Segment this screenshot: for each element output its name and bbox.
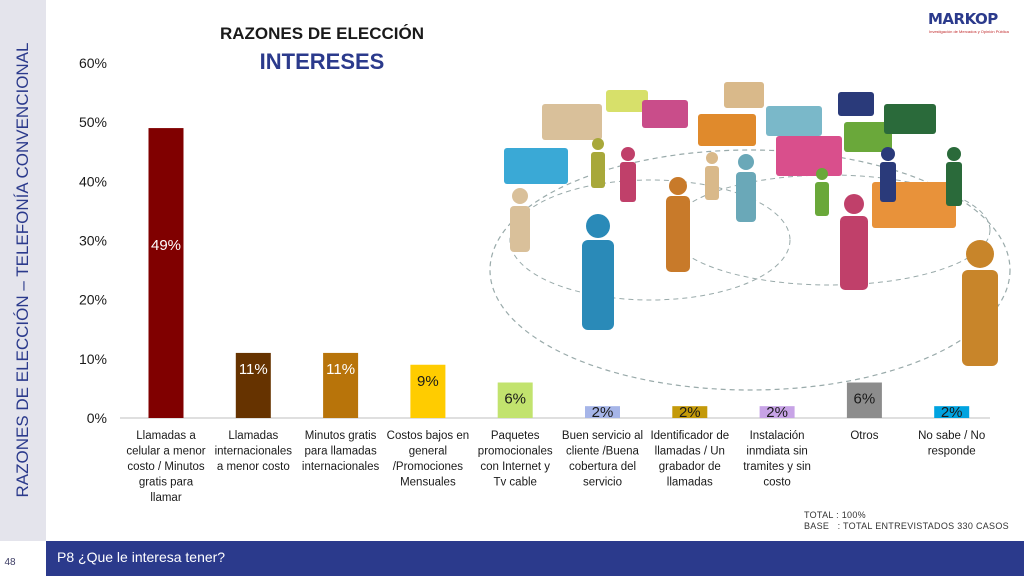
bars [148, 128, 970, 419]
bar [846, 382, 882, 418]
bar [497, 382, 533, 418]
y-tick-label: 40% [79, 173, 107, 189]
y-tick-label: 10% [79, 351, 107, 367]
bottom-bar [0, 541, 1024, 576]
data-label: 2% [679, 404, 701, 421]
bar [410, 364, 446, 418]
category-label: Paquetes promocionales con Internet y Tv ca… [478, 430, 553, 489]
y-tick-label: 20% [79, 292, 107, 308]
y-tick-label: 60% [79, 55, 107, 71]
category-label: Llamadas internacionales a menor costo [215, 430, 293, 473]
company-logo: MARKOP Investigación de Mercados y Opini… [928, 10, 1016, 40]
footnote-total: TOTAL : 100% [804, 510, 866, 520]
bar [235, 352, 271, 418]
bar [323, 352, 359, 418]
data-labels: 49% 11% 11% 9% 6% 2% 2% 2% 6% 2% [151, 237, 963, 421]
data-label: 2% [941, 404, 963, 421]
category-label: Llamadas a celular a menor costo / Minutos… [126, 430, 205, 504]
category-label: Otros [850, 430, 878, 442]
speech-bubbles [504, 82, 956, 228]
data-label: 9% [417, 373, 439, 390]
chart-subtitle: INTERESES [259, 49, 385, 74]
category-label: Minutos gratis para llamadas internacional… [302, 430, 380, 473]
bar [585, 406, 620, 418]
data-label: 11% [239, 361, 268, 378]
bar [759, 406, 795, 418]
bar [672, 406, 708, 418]
y-tick-label: 0% [87, 410, 107, 426]
page-number-box [0, 541, 46, 576]
category-label: No sabe / No responde [918, 430, 985, 458]
category-label: Costos bajos en general/Promociones Mensua… [387, 430, 469, 489]
side-panel [0, 0, 46, 541]
data-label: 6% [504, 391, 526, 408]
page-number: 48 [4, 557, 16, 568]
people-network-illustration [489, 82, 1011, 391]
footnote-base: BASE : TOTAL ENTREVISTADOS 330 CASOS [804, 521, 1009, 531]
data-label: 2% [766, 404, 788, 421]
y-axis: 0% 10% 20% 30% 40% 50% 60% [79, 55, 107, 426]
bar [148, 128, 184, 419]
data-label: 49% [151, 237, 181, 254]
y-tick-label: 50% [79, 114, 107, 130]
people-figures [510, 138, 998, 366]
category-label: Instalación inmdiata sin tramites y sin cos… [743, 430, 811, 489]
bar-chart: 0% 10% 20% 30% 40% 50% 60% 49% 11% 11% 9% 6% 2% 2% 2%… [79, 55, 990, 504]
logo-tagline: Investigación de Mercados y Opinión Públ… [929, 29, 1009, 34]
category-label: Buen servicio al cliente /Buena cobertura … [562, 430, 643, 489]
category-labels: Llamadas a celular a menor costo / Minutos… [126, 430, 985, 504]
data-label: 11% [326, 361, 355, 378]
data-label: 6% [854, 391, 876, 408]
logo-name: MARKOP [928, 10, 998, 28]
footnote: TOTAL : 100% BASE : TOTAL ENTREVISTADOS … [804, 510, 1009, 532]
y-tick-label: 30% [79, 233, 107, 249]
data-label: 2% [592, 404, 614, 421]
bar [934, 406, 970, 418]
question-text: P8 ¿Que le interesa tener? [57, 549, 226, 565]
chart-title: RAZONES DE ELECCIÓN [219, 24, 425, 43]
category-label: Identificador de llamadas / Un grabador de… [650, 430, 729, 489]
